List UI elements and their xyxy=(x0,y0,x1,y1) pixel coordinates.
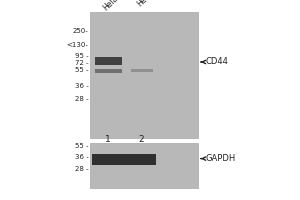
Text: 55 -: 55 - xyxy=(75,67,88,73)
Text: 1: 1 xyxy=(105,136,111,144)
Text: 28 -: 28 - xyxy=(75,166,88,172)
Bar xyxy=(94,57,122,65)
Text: <130-: <130- xyxy=(67,42,88,48)
Text: Hela: Hela xyxy=(101,0,120,12)
Text: CD44: CD44 xyxy=(206,58,228,66)
Text: 250-: 250- xyxy=(73,28,88,34)
Bar xyxy=(90,12,198,138)
Text: 72 -: 72 - xyxy=(75,60,88,66)
Bar xyxy=(90,143,198,188)
Bar xyxy=(130,69,153,72)
Text: 36 -: 36 - xyxy=(75,83,88,89)
Text: 28 -: 28 - xyxy=(75,96,88,102)
Text: Hela-CD44-KO: Hela-CD44-KO xyxy=(135,0,180,8)
Text: GAPDH: GAPDH xyxy=(206,154,236,163)
Bar xyxy=(92,154,156,165)
Bar xyxy=(94,69,122,73)
Text: 95 -: 95 - xyxy=(75,53,88,59)
Text: 55 -: 55 - xyxy=(75,143,88,149)
Text: 2: 2 xyxy=(139,136,144,144)
Text: 36 -: 36 - xyxy=(75,154,88,160)
